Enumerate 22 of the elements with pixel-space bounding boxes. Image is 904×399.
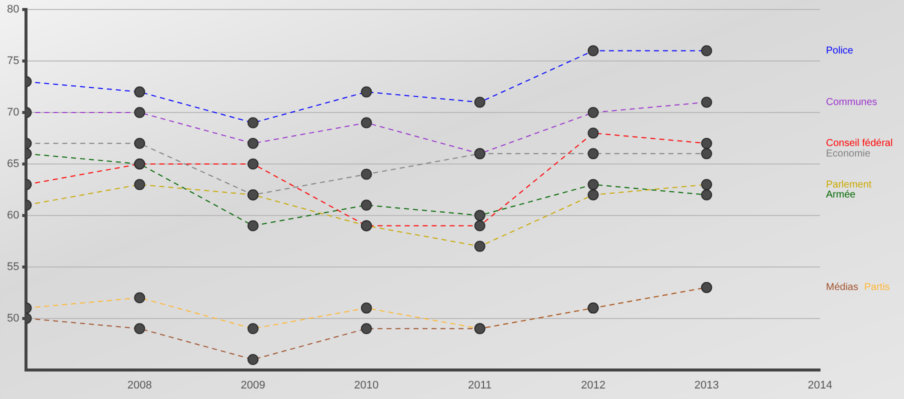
x-tick-label: 2008: [127, 379, 152, 392]
y-tick-label: 55: [6, 260, 20, 273]
x-tick-label: 2011: [468, 379, 492, 392]
y-tick-label: 65: [6, 158, 20, 170]
y-tick-label: 75: [6, 55, 20, 68]
x-tick-label: 2010: [354, 379, 379, 392]
x-tick-label: 2014: [808, 379, 832, 392]
text: Police: [826, 46, 854, 57]
x-tick-label: 2013: [694, 379, 719, 392]
text: Economie: [826, 148, 871, 160]
text: Armée: [826, 190, 856, 201]
y-tick-label: 70: [6, 106, 20, 119]
y-tick-label: 80: [6, 4, 20, 16]
text: Communes: [826, 96, 878, 108]
x-tick-label: 2009: [240, 379, 266, 392]
text: Médias: [826, 282, 858, 294]
x-tick-label: 2012: [580, 379, 606, 392]
y-tick-label: 50: [6, 312, 20, 324]
text: Parlement: [826, 179, 872, 190]
y-tick-label: 60: [6, 209, 20, 222]
text: Conseil fédéral: [826, 138, 893, 150]
text: Partis: [864, 282, 890, 294]
